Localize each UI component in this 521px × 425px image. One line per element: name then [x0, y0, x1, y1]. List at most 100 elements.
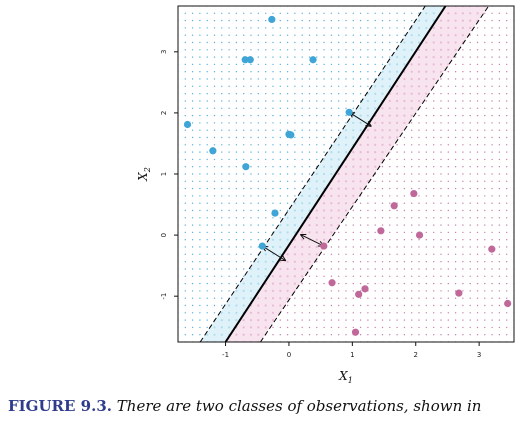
grid-dot — [403, 63, 406, 66]
grid-dot — [447, 85, 449, 88]
grid-dot — [235, 12, 238, 14]
grid-dot — [462, 56, 464, 58]
grid-dot — [249, 311, 253, 314]
grid-dot — [272, 12, 274, 14]
grid-dot — [315, 231, 318, 234]
grid-dot — [411, 144, 413, 146]
grid-dot — [454, 26, 457, 29]
grid-dot — [462, 290, 464, 292]
grid-dot — [447, 144, 449, 146]
grid-dot — [403, 304, 406, 307]
grid-dot — [271, 275, 275, 278]
grid-dot — [469, 275, 471, 277]
grid-dot — [271, 289, 275, 292]
grid-dot — [272, 202, 274, 204]
grid-dot — [315, 209, 318, 212]
grid-dot — [191, 246, 194, 248]
grid-dot — [366, 151, 369, 154]
grid-dot — [243, 71, 245, 73]
grid-dot — [352, 158, 355, 161]
grid-dot — [213, 71, 216, 73]
grid-dot — [345, 19, 347, 22]
grid-dot — [250, 107, 252, 110]
grid-dot — [191, 319, 194, 321]
grid-dot — [389, 151, 391, 153]
grid-dot — [344, 194, 348, 197]
grid-dot — [235, 224, 238, 226]
grid-dot — [381, 180, 384, 182]
grid-dot — [315, 253, 318, 256]
x-axis: -1 0 1 2 3 — [222, 342, 481, 359]
grid-dot — [381, 121, 384, 124]
grid-dot — [265, 63, 267, 66]
grid-dot — [396, 297, 398, 299]
grid-dot — [447, 202, 449, 204]
grid-dot — [367, 261, 369, 263]
grid-dot — [265, 107, 267, 110]
grid-dot — [381, 27, 384, 29]
grid-dot — [381, 217, 384, 219]
grid-dot — [381, 12, 384, 14]
grid-dot — [352, 172, 355, 176]
grid-dot — [352, 239, 354, 241]
grid-dot — [272, 136, 274, 139]
grid-dot — [374, 209, 376, 212]
grid-dot — [206, 224, 208, 226]
grid-dot — [374, 290, 376, 292]
blue-point — [258, 242, 266, 250]
grid-dot — [206, 63, 208, 66]
grid-dot — [279, 326, 281, 329]
grid-dot — [221, 107, 223, 110]
grid-dot — [491, 151, 493, 153]
grid-dot — [506, 173, 508, 175]
grid-dot — [389, 158, 391, 161]
grid-dot — [294, 326, 296, 329]
grid-dot — [308, 151, 311, 153]
grid-dot — [396, 129, 399, 132]
grid-dot — [498, 217, 501, 219]
grid-dot — [476, 246, 479, 248]
grid-dot — [367, 71, 369, 73]
grid-dot — [345, 63, 347, 66]
grid-dot — [316, 312, 318, 314]
grid-dot — [257, 129, 259, 131]
grid-dot — [235, 246, 238, 248]
grid-dot — [271, 311, 275, 314]
grid-dot — [381, 85, 384, 88]
grid-dot — [469, 334, 471, 336]
x-tick-label: -1 — [222, 351, 229, 359]
grid-dot — [257, 56, 259, 58]
grid-dot — [381, 114, 384, 117]
grid-dot — [250, 187, 252, 190]
grid-dot — [476, 261, 479, 263]
grid-dot — [243, 151, 245, 153]
grid-dot — [293, 216, 296, 219]
grid-dot — [221, 195, 223, 197]
grid-dot — [323, 56, 325, 58]
grid-dot — [206, 144, 208, 146]
grid-dot — [199, 246, 201, 248]
grid-dot — [279, 217, 281, 219]
grid-dot — [374, 282, 376, 285]
grid-dot — [345, 326, 347, 329]
grid-dot — [506, 151, 508, 153]
grid-dot — [265, 209, 267, 212]
grid-dot — [345, 100, 347, 102]
grid-dot — [484, 231, 486, 234]
grid-dot — [272, 326, 274, 329]
grid-dot — [199, 78, 201, 80]
grid-dot — [433, 268, 435, 270]
grid-dot — [213, 187, 216, 190]
grid-dot — [184, 107, 186, 110]
grid-dot — [432, 70, 435, 73]
grid-dot — [469, 100, 471, 102]
grid-dot — [271, 253, 275, 256]
grid-dot — [425, 246, 427, 248]
grid-dot — [191, 136, 194, 139]
grid-dot — [316, 114, 318, 117]
grid-dot — [213, 41, 216, 44]
grid-dot — [498, 63, 501, 66]
grid-dot — [308, 260, 311, 263]
grid-dot — [308, 319, 311, 321]
